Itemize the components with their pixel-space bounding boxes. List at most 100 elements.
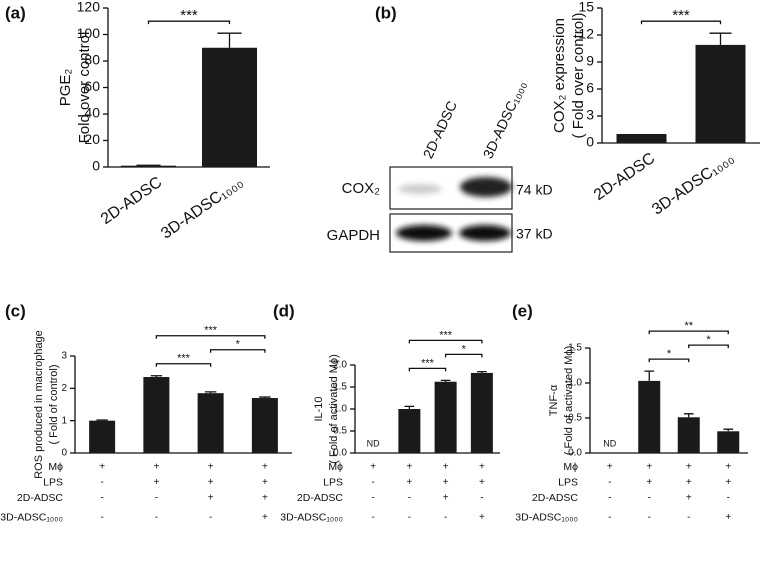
y-tick-label: 3: [586, 107, 594, 123]
condition-mark: +: [208, 493, 214, 504]
significance-bracket: [155, 335, 266, 339]
error-bar: [683, 413, 694, 418]
condition-mark: -: [608, 477, 611, 488]
bar: [470, 372, 493, 453]
condition-mark: -: [371, 493, 374, 504]
condition-mark: -: [100, 512, 103, 523]
bar: [717, 431, 740, 453]
condition-label: LPS: [558, 476, 578, 488]
y-axis-label: ( Fold of activated Mϕ): [563, 346, 575, 455]
condition-label: 3D-ADSC₁₀₀₀: [515, 511, 578, 523]
x-tick-label: 2D-ADSC: [98, 174, 165, 228]
x-tick-label: 3D-ADSC₁₀₀₀: [158, 174, 246, 243]
significance-label: *: [462, 343, 467, 355]
lane-label: 2D-ADSC: [420, 98, 460, 160]
y-axis-label: IL-10: [313, 396, 325, 421]
error-bar: [96, 419, 108, 421]
condition-mark: +: [725, 512, 731, 523]
significance-label: *: [236, 339, 241, 351]
bar: [695, 44, 746, 143]
error-bar: [150, 375, 163, 378]
significance-bracket: [640, 20, 722, 25]
y-tick-label: 80: [84, 52, 100, 68]
condition-mark: -: [608, 493, 611, 504]
significance-bracket: [408, 339, 483, 344]
bar: [89, 420, 116, 453]
condition-label: 2D-ADSC: [297, 492, 344, 504]
y-axis-label: ( Fold of control): [48, 364, 60, 444]
significance-label: *: [706, 334, 711, 346]
significance-bracket: [147, 20, 231, 25]
condition-mark: -: [608, 512, 611, 523]
bar: [251, 398, 278, 453]
error-bar: [440, 379, 451, 382]
condition-mark: +: [479, 462, 485, 473]
blot-band: [460, 177, 512, 197]
y-tick-label: 1.0: [568, 378, 582, 389]
significance-bracket: [155, 363, 212, 367]
significance-label: ***: [177, 353, 191, 365]
condition-label: 2D-ADSC: [17, 492, 64, 504]
condition-mark: +: [99, 462, 105, 473]
condition-mark: +: [406, 462, 412, 473]
condition-mark: +: [725, 462, 731, 473]
y-tick-label: 20: [84, 131, 100, 147]
condition-mark: +: [208, 462, 214, 473]
y-tick-label: 0: [61, 448, 67, 459]
condition-mark: +: [406, 477, 412, 488]
lane-label: 3D-ADSC₁₀₀₀: [480, 78, 530, 161]
panel-label: (b): [375, 3, 397, 22]
bar: [202, 47, 257, 167]
error-bar: [217, 32, 242, 48]
error-bar: [404, 405, 415, 409]
condition-mark: +: [686, 462, 692, 473]
value-label: ND: [367, 438, 380, 448]
condition-mark: -: [408, 493, 411, 504]
y-tick-label: 1.5: [333, 382, 347, 393]
condition-mark: +: [443, 462, 449, 473]
condition-mark: +: [370, 462, 376, 473]
y-axis-label: ( Fold over control): [570, 13, 587, 139]
condition-mark: -: [444, 512, 447, 523]
panel-label: (a): [5, 3, 26, 22]
condition-mark: +: [686, 477, 692, 488]
significance-bracket: [648, 330, 729, 335]
y-tick-label: 15: [578, 0, 594, 15]
significance-label: ***: [439, 329, 453, 341]
x-tick-label: 2D-ADSC: [591, 150, 658, 204]
error-bar: [259, 396, 271, 399]
bar: [398, 409, 421, 453]
y-tick-label: 9: [586, 53, 594, 69]
y-tick-label: 0.5: [333, 426, 347, 437]
y-tick-label: 120: [77, 0, 101, 15]
x-tick-label: 3D-ADSC₁₀₀₀: [649, 150, 737, 219]
condition-mark: +: [725, 477, 731, 488]
y-tick-label: 2: [61, 383, 67, 394]
bar: [677, 417, 700, 453]
significance-bracket: [408, 367, 447, 372]
bar: [121, 165, 176, 168]
condition-mark: +: [479, 477, 485, 488]
condition-mark: -: [100, 493, 103, 504]
error-bar: [477, 370, 487, 373]
significance-label: *: [667, 348, 672, 360]
condition-label: 3D-ADSC₁₀₀₀: [0, 511, 63, 523]
condition-mark: +: [262, 493, 268, 504]
significance-label: **: [684, 320, 693, 332]
y-tick-label: 0.0: [333, 448, 347, 459]
western-blot: (b) 2D-ADSC 3D-ADSC₁₀₀₀ COX₂ GAPDH 74 kD…: [327, 3, 553, 253]
row-label: GAPDH: [327, 227, 380, 244]
condition-label: LPS: [323, 476, 343, 488]
panel-label: (c): [5, 301, 26, 320]
panel-label: (e): [512, 301, 533, 320]
condition-mark: -: [371, 512, 374, 523]
significance-bracket: [688, 344, 729, 349]
y-tick-label: 12: [578, 26, 594, 42]
y-axis-label: PGE₂: [57, 69, 74, 107]
significance-label: ***: [421, 357, 435, 369]
condition-label: 2D-ADSC: [532, 492, 579, 504]
y-axis-label: ROS produced in macrophage: [33, 330, 45, 479]
condition-mark: -: [648, 512, 651, 523]
condition-mark: -: [648, 493, 651, 504]
y-tick-label: 1.5: [568, 343, 582, 354]
